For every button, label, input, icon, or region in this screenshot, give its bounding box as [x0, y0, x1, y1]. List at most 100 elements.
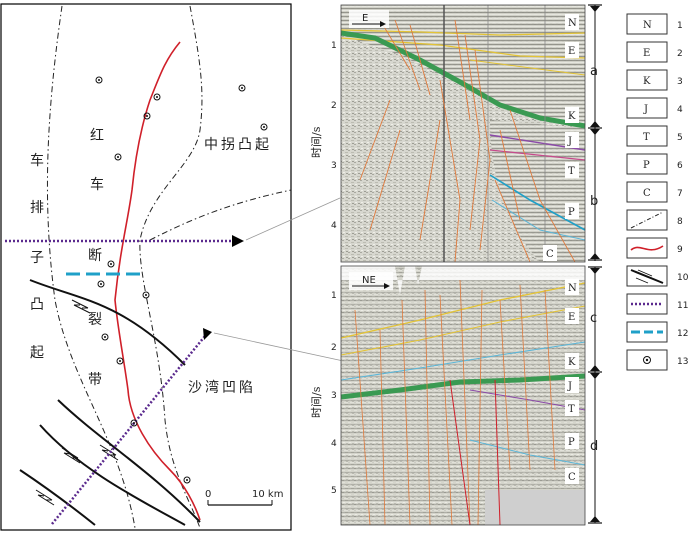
top-label-N: N [568, 18, 577, 29]
svg-text:2: 2 [331, 343, 337, 353]
red-fault-line [114, 41, 201, 521]
bracket-c: c [590, 311, 597, 326]
label-chepaizi-4: 凸 [30, 297, 44, 313]
bracket-b: b [590, 194, 598, 209]
well-icon [95, 76, 103, 84]
bottom-label-T: T [568, 404, 575, 415]
label-hongche-5: 带 [88, 372, 102, 388]
bottom-label-N: N [568, 283, 577, 294]
strike-slip-fault-2 [57, 399, 201, 523]
legend-symbol-C: C [643, 188, 651, 199]
well-icon [238, 84, 246, 92]
svg-text:8: 8 [677, 217, 683, 227]
blank-area [485, 490, 585, 525]
bottom-label-E: E [568, 312, 575, 323]
top-label-J: J [567, 136, 572, 147]
seismic-section-top: E N E K J T P C 1 2 3 4 时间/s [310, 4, 586, 263]
bracket-a: a [590, 64, 598, 79]
label-chepaizi-5: 起 [30, 345, 44, 361]
well-icon [143, 112, 151, 120]
svg-text:NE: NE [362, 275, 376, 286]
legend: N 1 E 2 K 3 J 4 T 5 P 6 C 7 8 9 10 11 12 [626, 13, 689, 371]
y-axis-label-bottom: 时间/s [310, 386, 323, 418]
top-label-E: E [568, 46, 575, 57]
svg-text:13: 13 [677, 357, 688, 367]
scale-length: 10 km [252, 489, 283, 500]
label-chepaizi-3: 子 [30, 250, 44, 266]
well-icon [183, 476, 191, 484]
legend-well-icon [643, 356, 651, 364]
svg-text:7: 7 [677, 189, 683, 199]
map-panel: 车 排 子 凸 起 红 车 断 裂 带 中拐凸起 沙湾凹陷 0 10 km [0, 3, 292, 531]
bottom-label-P: P [568, 437, 575, 448]
section-line-bottom-arrow [203, 328, 212, 340]
unconformity-bottom [340, 373, 586, 400]
interval-brackets: a b c d [588, 4, 602, 524]
well-icon [130, 419, 138, 427]
svg-text:4: 4 [677, 105, 683, 115]
bracket-d: d [590, 439, 598, 454]
connector-top [245, 197, 341, 241]
svg-text:1: 1 [331, 291, 337, 301]
legend-red-fault [630, 245, 664, 251]
bottom-label-K: K [568, 357, 576, 368]
bottom-label-J: J [567, 381, 572, 392]
legend-symbol-P: P [643, 160, 650, 171]
svg-text:3: 3 [331, 391, 337, 401]
direction-top: E [349, 10, 389, 28]
map-frame [0, 3, 292, 531]
well-icon [114, 153, 122, 161]
top-label-P: P [568, 207, 575, 218]
legend-symbol-J: J [643, 104, 648, 115]
label-hongche-1: 红 [90, 128, 104, 144]
top-label-C: C [546, 249, 554, 260]
svg-text:11: 11 [677, 301, 688, 311]
well-icon [101, 333, 109, 341]
label-hongche-4: 裂 [88, 312, 102, 328]
scale-zero: 0 [205, 489, 211, 500]
well-icon [153, 93, 161, 101]
unconformity-top [340, 30, 586, 129]
svg-text:12: 12 [677, 329, 688, 339]
svg-text:3: 3 [677, 77, 683, 87]
svg-text:2: 2 [331, 101, 337, 111]
well-icon [97, 280, 105, 288]
svg-text:E: E [362, 13, 368, 24]
top-label-K: K [568, 111, 576, 122]
legend-boundary-line [630, 211, 664, 229]
section-line-top-arrow [232, 235, 244, 247]
scale-bar: 0 10 km [205, 489, 283, 506]
top-label-T: T [568, 166, 575, 177]
svg-text:5: 5 [331, 486, 337, 496]
label-shawan: 沙湾凹陷 [188, 379, 256, 396]
svg-text:5: 5 [677, 133, 683, 143]
label-hongche-2: 车 [90, 176, 104, 193]
strike-slip-fault-3 [39, 424, 186, 526]
strike-slip-fault-4 [19, 469, 96, 526]
seismic-section-bottom: NE N E K J T P C 1 2 3 4 5 时间/s [310, 265, 586, 526]
strike-slip-fault-1 [29, 279, 186, 366]
svg-text:4: 4 [331, 439, 337, 449]
slip-arrows [35, 299, 119, 506]
well-icon [116, 357, 124, 365]
legend-symbol-E: E [643, 48, 650, 59]
well-icon [142, 291, 150, 299]
y-axis-label-top: 时间/s [310, 126, 323, 158]
legend-symbol-N: N [643, 20, 652, 31]
label-zhongguai: 中拐凸起 [204, 137, 272, 153]
well-icon [107, 260, 115, 268]
well-icon [260, 123, 268, 131]
svg-text:6: 6 [677, 161, 683, 171]
svg-text:4: 4 [331, 221, 337, 231]
connector-bottom [213, 332, 349, 363]
svg-text:1: 1 [331, 41, 337, 51]
direction-bottom: NE [349, 272, 393, 290]
legend-symbol-K: K [643, 76, 651, 87]
svg-text:2: 2 [677, 49, 683, 59]
section-line-bottom [51, 335, 206, 525]
label-hongche-3: 断 [88, 248, 102, 264]
svg-text:9: 9 [677, 245, 683, 255]
svg-text:3: 3 [331, 161, 337, 171]
boundary-line-branch [149, 189, 292, 241]
